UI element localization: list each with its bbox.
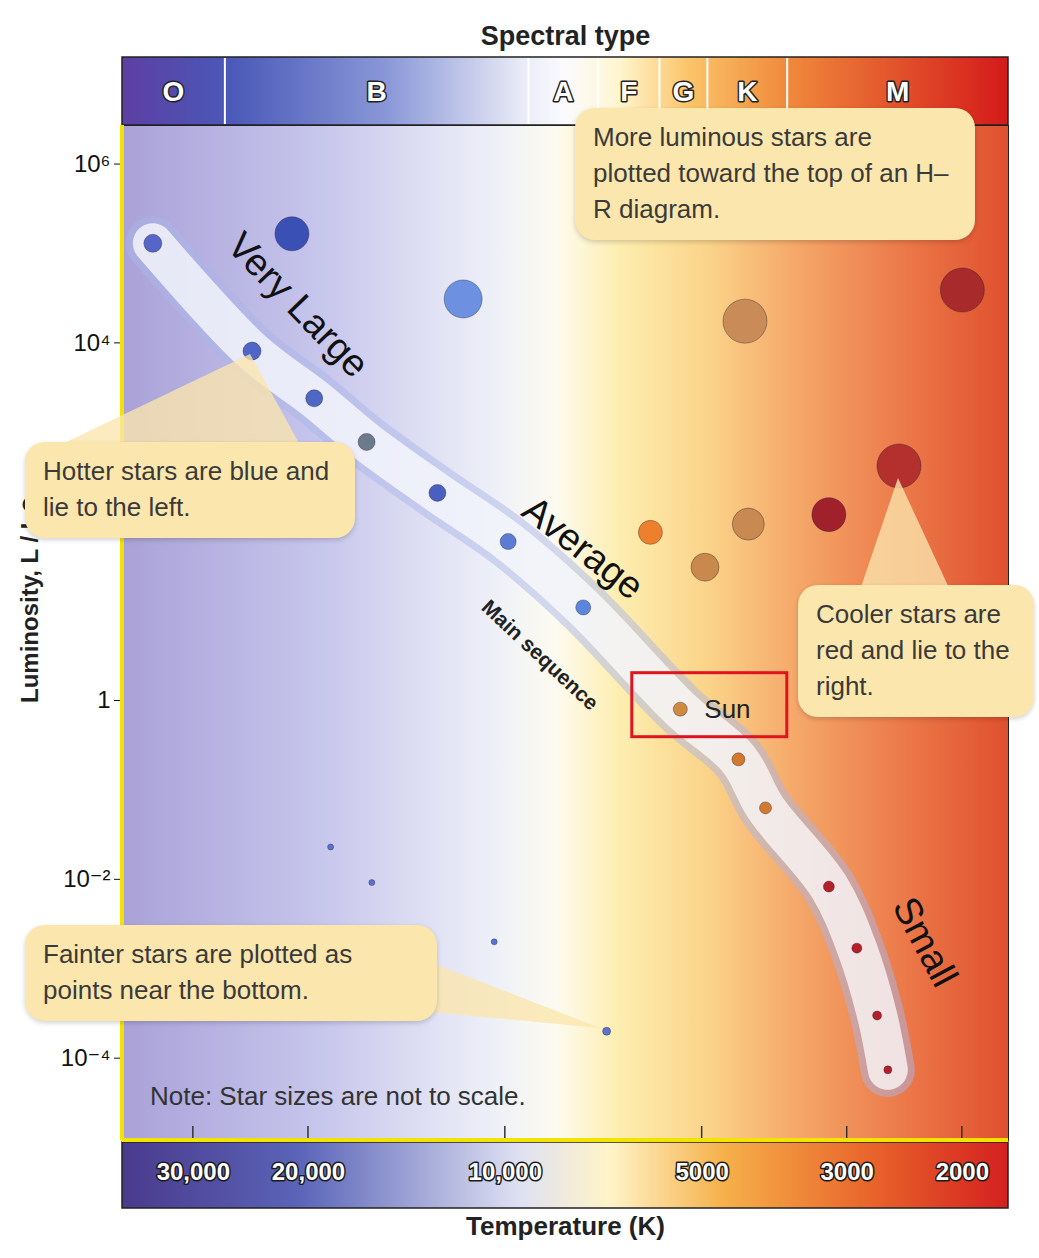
svg-text:Luminosity, L / L⊙: Luminosity, L / L⊙ <box>16 494 43 703</box>
html-text:Main sequence: Main sequence <box>477 594 604 715</box>
svg-text:Sun: Sun <box>704 694 750 724</box>
svg-text:20,000: 20,000 <box>272 1158 345 1185</box>
html-text:Note: Star sizes are not to sc: Note: Star sizes are not to scale. <box>150 1081 526 1111</box>
svg-text:10⁻²: 10⁻² <box>63 865 110 892</box>
svg-text:10⁶: 10⁶ <box>74 150 111 177</box>
svg-text:10⁴: 10⁴ <box>73 329 110 356</box>
html-text:Hotter stars are blue and lie: Hotter stars are blue and lie to the lef… <box>43 456 330 522</box>
html-text:Small: Small <box>884 890 967 994</box>
html-text:Average: Average <box>514 487 652 608</box>
svg-text:3000: 3000 <box>821 1158 874 1185</box>
svg-text:K: K <box>737 76 757 107</box>
html-text:Very Large: Very Large <box>219 224 378 386</box>
html-text:Fainter stars are plotted as p: Fainter stars are plotted as points near… <box>43 939 353 1005</box>
svg-text:F: F <box>620 76 637 107</box>
svg-text:1: 1 <box>97 686 110 713</box>
html-text:More luminous stars are plotte: More luminous stars are plotted toward t… <box>593 122 949 224</box>
svg-text:10,000: 10,000 <box>469 1158 542 1185</box>
svg-text:M: M <box>886 76 909 107</box>
svg-text:O: O <box>163 76 185 107</box>
svg-text:10⁻⁴: 10⁻⁴ <box>61 1044 111 1071</box>
svg-text:A: A <box>553 76 573 107</box>
svg-text:G: G <box>673 76 695 107</box>
svg-text:B: B <box>367 76 387 107</box>
html-text:Cooler stars are red and lie t: Cooler stars are red and lie to the righ… <box>816 599 1010 701</box>
svg-text:2000: 2000 <box>936 1158 989 1185</box>
svg-text:30,000: 30,000 <box>157 1158 230 1185</box>
svg-text:5000: 5000 <box>675 1158 728 1185</box>
svg-text:Temperature (K): Temperature (K) <box>466 1211 665 1241</box>
svg-text:Spectral type: Spectral type <box>481 21 651 51</box>
